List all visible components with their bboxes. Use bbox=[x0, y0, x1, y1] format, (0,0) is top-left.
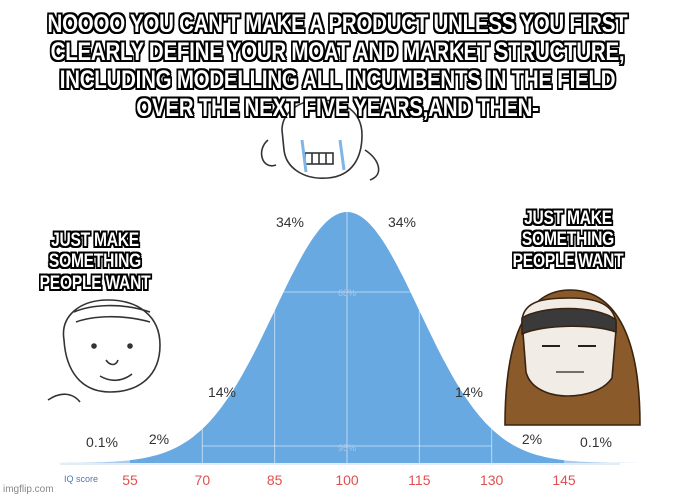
segment-percent-label: 14% bbox=[208, 384, 236, 400]
x-axis-label: IQ score bbox=[64, 474, 98, 484]
segment-percent-label: 0.1% bbox=[580, 434, 612, 450]
crying-wojak-icon bbox=[260, 99, 380, 181]
x-tick-label: 100 bbox=[335, 472, 359, 488]
x-tick-label: 130 bbox=[480, 472, 504, 488]
inner-range-label: 68% bbox=[338, 288, 356, 298]
inner-range-label: 95% bbox=[338, 443, 356, 453]
segment-percent-label: 14% bbox=[455, 384, 483, 400]
x-tick-label: 145 bbox=[552, 472, 576, 488]
x-tick-label: 55 bbox=[122, 472, 138, 488]
right-caption: JUST MAKE SOMETHING PEOPLE WANT bbox=[512, 208, 624, 272]
segment-percent-label: 0.1% bbox=[86, 434, 118, 450]
left-caption: JUST MAKE SOMETHING PEOPLE WANT bbox=[39, 230, 151, 294]
x-tick-label: 70 bbox=[195, 472, 211, 488]
smiling-wojak-icon bbox=[47, 299, 161, 403]
segment-percent-label: 34% bbox=[276, 214, 304, 230]
top-caption: NOOOO YOU CAN'T MAKE A PRODUCT UNLESS YO… bbox=[47, 10, 628, 122]
x-tick-label: 85 bbox=[267, 472, 283, 488]
x-tick-label: 115 bbox=[408, 472, 431, 488]
segment-percent-label: 2% bbox=[522, 431, 542, 447]
imgflip-watermark: imgflip.com bbox=[3, 484, 54, 495]
hooded-wojak-icon bbox=[504, 289, 641, 426]
segment-percent-label: 34% bbox=[388, 214, 416, 230]
segment-percent-label: 2% bbox=[149, 431, 169, 447]
